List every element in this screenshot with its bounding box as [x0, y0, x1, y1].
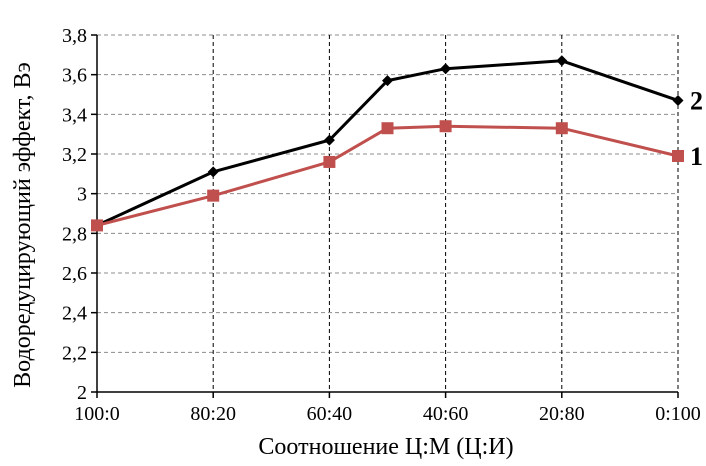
data-point-series-2 [556, 55, 568, 67]
x-tick-label: 60:40 [307, 403, 353, 425]
data-point-series-1 [439, 120, 452, 133]
y-tick-label: 3,4 [62, 104, 87, 126]
axes [91, 34, 679, 398]
series-label-2: 2 [690, 86, 703, 115]
y-tick-label: 3,6 [62, 65, 87, 87]
x-tick-label: 20:80 [539, 403, 585, 425]
data-point-series-1 [672, 149, 684, 162]
data-point-series-2 [672, 94, 684, 106]
y-tick-label: 2,4 [62, 303, 87, 325]
y-tick-label: 2,6 [62, 263, 87, 285]
x-tick-label: 100:0 [74, 403, 120, 425]
grid-lines [97, 34, 679, 392]
data-point-series-1 [91, 219, 103, 232]
x-tick-label: 0:100 [655, 403, 701, 425]
series-group [91, 55, 684, 232]
data-point-series-1 [207, 189, 220, 202]
y-tick-label: 2 [77, 382, 87, 404]
data-point-series-1 [555, 122, 568, 135]
y-tick-label: 3 [77, 184, 87, 206]
y-tick-label: 2,2 [62, 342, 87, 364]
data-point-series-2 [323, 134, 335, 146]
data-point-series-2 [382, 75, 393, 87]
y-tick-label: 3,2 [62, 144, 87, 166]
y-axis-title: Водоредуцирующий эффект, Вэ [10, 62, 36, 388]
x-tick-label: 80:20 [190, 403, 236, 425]
data-point-series-1 [381, 122, 394, 135]
series-label-1: 1 [690, 142, 703, 171]
y-tick-label: 2,8 [62, 223, 87, 245]
x-tick-label: 40:60 [423, 403, 469, 425]
x-axis-title: Соотношение Ц:М (Ц:И) [258, 434, 513, 460]
data-point-series-2 [207, 166, 219, 178]
series-line-1 [96, 124, 679, 227]
data-point-series-2 [440, 63, 452, 75]
tick-labels: 2 2,2 2,4 2,6 2,8 3 3,2 3,4 3,6 3,8 100:0 80:20 60:4… [62, 25, 703, 425]
data-point-series-1 [323, 155, 336, 168]
y-tick-label: 3,8 [62, 25, 87, 47]
